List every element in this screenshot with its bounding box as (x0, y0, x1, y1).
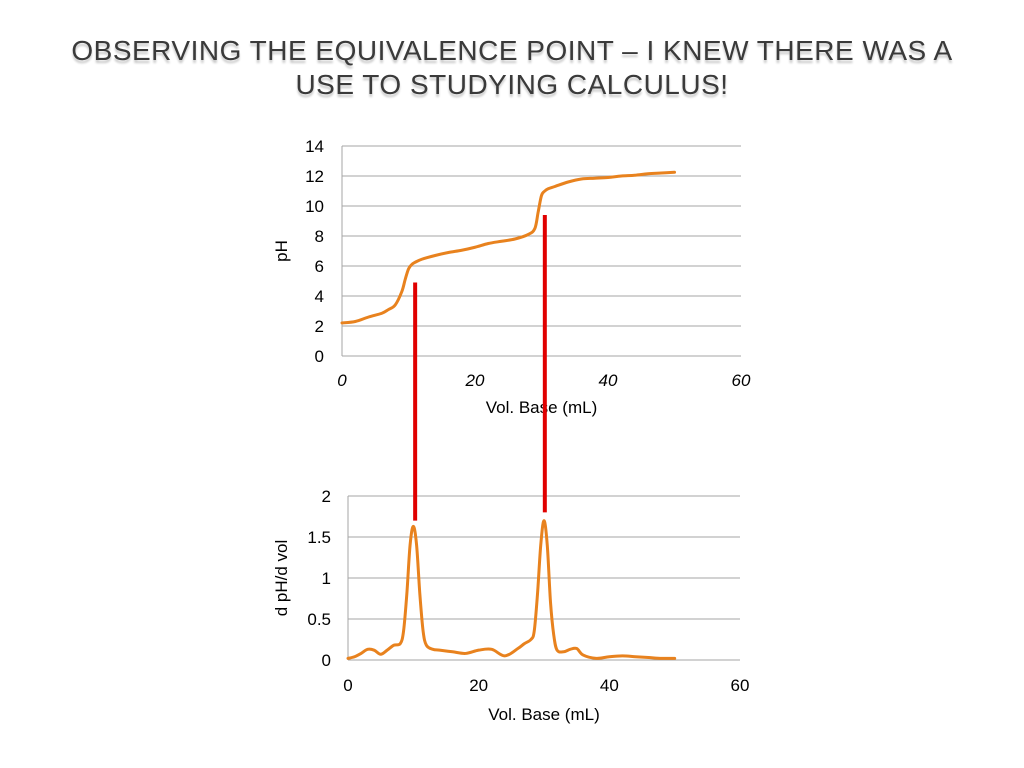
y-tick-label: 2 (322, 487, 331, 506)
y-tick-label: 2 (315, 317, 324, 336)
y-tick-label: 1 (322, 569, 331, 588)
y-tick-label: 14 (305, 137, 324, 156)
y-axis-title: pH (272, 240, 291, 262)
x-axis-title: Vol. Base (mL) (486, 398, 598, 417)
y-tick-label: 1.5 (307, 528, 331, 547)
x-tick-label: 20 (469, 676, 488, 695)
x-tick-label: 20 (465, 371, 485, 390)
y-tick-label: 0 (322, 651, 331, 670)
y-tick-label: 6 (315, 257, 324, 276)
series-line (346, 519, 677, 660)
equivalence-markers (413, 215, 547, 521)
y-tick-label: 4 (315, 287, 324, 306)
y-tick-label: 10 (305, 197, 324, 216)
x-tick-label: 60 (731, 676, 750, 695)
y-tick-label: 12 (305, 167, 324, 186)
x-tick-label: 40 (599, 371, 618, 390)
x-tick-label: 60 (732, 371, 751, 390)
y-tick-label: 0 (315, 347, 324, 366)
slide-title: OBSERVING THE EQUIVALENCE POINT – I KNEW… (71, 35, 953, 100)
y-axis-title: d pH/d vol (272, 540, 291, 617)
x-axis-title: Vol. Base (mL) (488, 705, 600, 724)
ph-titration-chart: 0 2 4 6 8 10 12 14 0 20 40 60 Vol. Base (mL) pH (272, 137, 751, 417)
y-tick-label: 0.5 (307, 610, 331, 629)
x-tick-label: 0 (343, 676, 352, 695)
y-tick-label: 8 (315, 227, 324, 246)
x-tick-label: 0 (337, 371, 347, 390)
series-line (340, 170, 676, 325)
x-tick-label: 40 (600, 676, 619, 695)
